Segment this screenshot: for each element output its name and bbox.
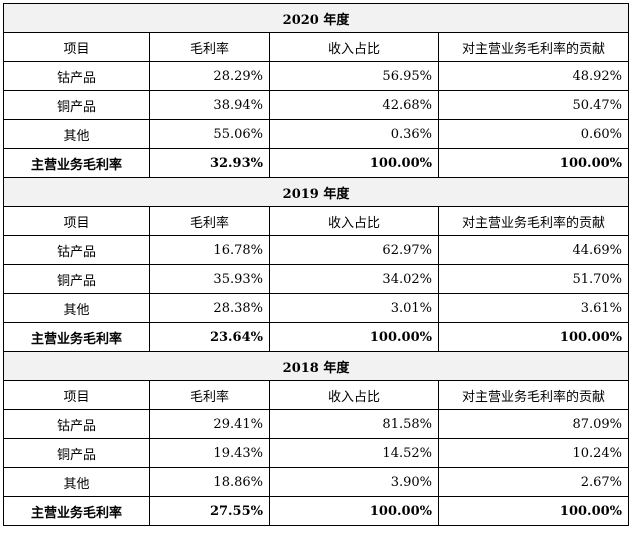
revenue-share-cell: 62.97%: [269, 235, 439, 265]
total-row: 主营业务毛利率 27.55% 100.00% 100.00%: [3, 496, 630, 526]
contribution-cell: 48.92%: [437, 61, 630, 91]
gross-margin-cell: 19.43%: [149, 438, 270, 468]
table-row: 铜产品 19.43% 14.52% 10.24%: [3, 438, 630, 468]
item-cell: 其他: [3, 467, 150, 497]
year-title: 2019 年度: [2, 177, 630, 207]
revenue-share-cell: 34.02%: [269, 264, 439, 294]
contribution-cell: 50.47%: [437, 90, 630, 120]
gross-margin-cell: 55.06%: [149, 119, 270, 149]
header-contribution: 对主营业务毛利率的贡献: [437, 380, 630, 410]
revenue-share-cell: 3.90%: [269, 467, 439, 497]
contribution-cell: 0.60%: [437, 119, 630, 149]
item-cell: 钴产品: [3, 61, 150, 91]
contribution-cell: 2.67%: [437, 467, 630, 497]
item-cell: 铜产品: [3, 438, 150, 468]
table-row: 其他 28.38% 3.01% 3.61%: [3, 293, 630, 323]
total-contribution: 100.00%: [437, 148, 630, 178]
gross-margin-cell: 18.86%: [149, 467, 270, 497]
contribution-cell: 44.69%: [437, 235, 630, 265]
table-row: 钴产品 29.41% 81.58% 87.09%: [3, 409, 630, 439]
total-label: 主营业务毛利率: [3, 322, 150, 352]
revenue-share-cell: 56.95%: [269, 61, 439, 91]
total-contribution: 100.00%: [437, 322, 630, 352]
contribution-cell: 51.70%: [437, 264, 630, 294]
total-contribution: 100.00%: [437, 496, 630, 526]
gross-margin-cell: 28.29%: [149, 61, 270, 91]
table-row: 钴产品 28.29% 56.95% 48.92%: [3, 61, 630, 91]
year-title: 2020 年度: [2, 3, 630, 33]
gross-margin-cell: 29.41%: [149, 409, 270, 439]
total-row: 主营业务毛利率 32.93% 100.00% 100.00%: [3, 148, 630, 178]
header-item: 项目: [3, 32, 150, 62]
header-revenue-share: 收入占比: [269, 32, 439, 62]
header-item: 项目: [3, 206, 150, 236]
contribution-cell: 3.61%: [437, 293, 630, 323]
item-cell: 铜产品: [3, 90, 150, 120]
year-title-row: 2018 年度: [2, 351, 630, 381]
total-revenue-share: 100.00%: [269, 148, 439, 178]
year-title-row: 2020 年度: [2, 3, 630, 33]
total-row: 主营业务毛利率 23.64% 100.00% 100.00%: [3, 322, 630, 352]
header-gross-margin: 毛利率: [149, 206, 270, 236]
table-row: 钴产品 16.78% 62.97% 44.69%: [3, 235, 630, 265]
header-revenue-share: 收入占比: [269, 206, 439, 236]
total-label: 主营业务毛利率: [3, 496, 150, 526]
item-cell: 其他: [3, 293, 150, 323]
gross-margin-cell: 35.93%: [149, 264, 270, 294]
table-row: 铜产品 35.93% 34.02% 51.70%: [3, 264, 630, 294]
gross-margin-cell: 16.78%: [149, 235, 270, 265]
total-gross-margin: 23.64%: [149, 322, 270, 352]
total-label: 主营业务毛利率: [3, 148, 150, 178]
header-row: 项目 毛利率 收入占比 对主营业务毛利率的贡献: [3, 206, 630, 236]
item-cell: 铜产品: [3, 264, 150, 294]
header-contribution: 对主营业务毛利率的贡献: [437, 206, 630, 236]
item-cell: 钴产品: [3, 409, 150, 439]
gross-margin-cell: 28.38%: [149, 293, 270, 323]
header-row: 项目 毛利率 收入占比 对主营业务毛利率的贡献: [3, 380, 630, 410]
contribution-cell: 87.09%: [437, 409, 630, 439]
item-cell: 其他: [3, 119, 150, 149]
header-contribution: 对主营业务毛利率的贡献: [437, 32, 630, 62]
revenue-share-cell: 14.52%: [269, 438, 439, 468]
revenue-share-cell: 0.36%: [269, 119, 439, 149]
total-gross-margin: 27.55%: [149, 496, 270, 526]
header-gross-margin: 毛利率: [149, 32, 270, 62]
table-row: 铜产品 38.94% 42.68% 50.47%: [3, 90, 630, 120]
table-row: 其他 18.86% 3.90% 2.67%: [3, 467, 630, 497]
revenue-share-cell: 81.58%: [269, 409, 439, 439]
total-gross-margin: 32.93%: [149, 148, 270, 178]
year-title: 2018 年度: [2, 351, 630, 381]
header-gross-margin: 毛利率: [149, 380, 270, 410]
year-title-row: 2019 年度: [2, 177, 630, 207]
header-item: 项目: [3, 380, 150, 410]
total-revenue-share: 100.00%: [269, 496, 439, 526]
contribution-cell: 10.24%: [437, 438, 630, 468]
table-row: 其他 55.06% 0.36% 0.60%: [3, 119, 630, 149]
revenue-share-cell: 42.68%: [269, 90, 439, 120]
header-row: 项目 毛利率 收入占比 对主营业务毛利率的贡献: [3, 32, 630, 62]
gross-margin-table: 2020 年度 项目 毛利率 收入占比 对主营业务毛利率的贡献 钴产品 28.2…: [2, 3, 630, 526]
gross-margin-cell: 38.94%: [149, 90, 270, 120]
revenue-share-cell: 3.01%: [269, 293, 439, 323]
item-cell: 钴产品: [3, 235, 150, 265]
total-revenue-share: 100.00%: [269, 322, 439, 352]
header-revenue-share: 收入占比: [269, 380, 439, 410]
